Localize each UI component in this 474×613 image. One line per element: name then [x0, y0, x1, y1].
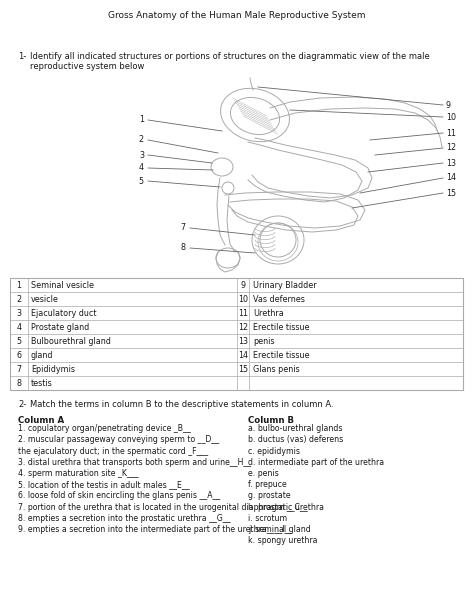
Text: 5. location of the testis in adult males __E__: 5. location of the testis in adult males… — [18, 480, 190, 489]
Text: 4: 4 — [17, 323, 21, 332]
Text: 7. portion of the urethra that is located in the urogenital diaphragm __C__: 7. portion of the urethra that is locate… — [18, 503, 308, 512]
Text: 13: 13 — [238, 337, 248, 346]
Text: 1: 1 — [17, 281, 21, 290]
Text: b. ductus (vas) deferens: b. ductus (vas) deferens — [248, 435, 343, 444]
Text: 14: 14 — [238, 351, 248, 360]
Text: Epididymis: Epididymis — [31, 365, 75, 374]
Text: Erectile tissue: Erectile tissue — [253, 323, 310, 332]
Text: Match the terms in column B to the descriptive statements in column A.: Match the terms in column B to the descr… — [30, 400, 334, 409]
Text: 13: 13 — [446, 159, 456, 167]
Text: i. scrotum: i. scrotum — [248, 514, 287, 523]
Text: Glans penis: Glans penis — [253, 365, 300, 374]
Text: 8. empties a secretion into the prostatic urethra __G__: 8. empties a secretion into the prostati… — [18, 514, 230, 523]
Text: 15: 15 — [446, 189, 456, 197]
Text: 8: 8 — [17, 379, 21, 388]
Text: Seminal vesicle: Seminal vesicle — [31, 281, 94, 290]
Text: Urethra: Urethra — [253, 309, 284, 318]
Text: Column B: Column B — [248, 416, 294, 425]
Text: 4: 4 — [139, 164, 144, 172]
Text: 10: 10 — [446, 113, 456, 121]
Text: 10: 10 — [238, 295, 248, 304]
Text: 1: 1 — [139, 115, 144, 124]
Text: 7: 7 — [17, 365, 21, 374]
Text: 8: 8 — [181, 243, 186, 253]
Text: a. bulbo-urethral glands: a. bulbo-urethral glands — [248, 424, 343, 433]
Text: 9: 9 — [240, 281, 246, 290]
Bar — [10, 278, 463, 390]
Text: Bulbourethral gland: Bulbourethral gland — [31, 337, 111, 346]
Text: 6: 6 — [17, 351, 21, 360]
Text: 2: 2 — [17, 295, 21, 304]
Text: 4. sperm maturation site _K___: 4. sperm maturation site _K___ — [18, 469, 138, 478]
Text: 7: 7 — [181, 224, 186, 232]
Text: 2: 2 — [139, 135, 144, 145]
Text: 2-: 2- — [18, 400, 26, 409]
Text: reproductive system below: reproductive system below — [30, 62, 145, 71]
Text: 6. loose fold of skin encircling the glans penis __A__: 6. loose fold of skin encircling the gla… — [18, 492, 220, 500]
Text: penis: penis — [253, 337, 274, 346]
Text: Identify all indicated structures or portions of structures on the diagrammatic : Identify all indicated structures or por… — [30, 52, 430, 61]
Text: 5: 5 — [139, 177, 144, 186]
Text: 1. copulatory organ/penetrating device _B__: 1. copulatory organ/penetrating device _… — [18, 424, 191, 433]
Text: 11: 11 — [238, 309, 248, 318]
Text: 12: 12 — [446, 143, 456, 153]
Text: j. seminal gland: j. seminal gland — [248, 525, 311, 534]
Text: 15: 15 — [238, 365, 248, 374]
Text: 3: 3 — [139, 151, 144, 159]
Text: h. prostatic urethra: h. prostatic urethra — [248, 503, 324, 512]
Text: Vas defernes: Vas defernes — [253, 295, 305, 304]
Text: Erectile tissue: Erectile tissue — [253, 351, 310, 360]
Text: f. prepuce: f. prepuce — [248, 480, 287, 489]
Text: 5: 5 — [17, 337, 21, 346]
Text: 11: 11 — [446, 129, 456, 137]
Text: gland: gland — [31, 351, 54, 360]
Text: c. epididymis: c. epididymis — [248, 447, 300, 455]
Text: Urinary Bladder: Urinary Bladder — [253, 281, 317, 290]
Text: 9: 9 — [446, 101, 451, 110]
Text: the ejaculatory duct; in the spermatic cord _F___: the ejaculatory duct; in the spermatic c… — [18, 447, 208, 455]
Text: Gross Anatomy of the Human Male Reproductive System: Gross Anatomy of the Human Male Reproduc… — [108, 11, 366, 20]
Text: d. intermediate part of the urethra: d. intermediate part of the urethra — [248, 458, 384, 467]
Text: testis: testis — [31, 379, 53, 388]
Text: e. penis: e. penis — [248, 469, 279, 478]
Text: vesicle: vesicle — [31, 295, 59, 304]
Text: Column A: Column A — [18, 416, 64, 425]
Text: 14: 14 — [446, 173, 456, 183]
Text: g. prostate: g. prostate — [248, 492, 291, 500]
Text: 9. empties a secretion into the intermediate part of the urethra____I__: 9. empties a secretion into the intermed… — [18, 525, 292, 534]
Text: 1-: 1- — [18, 52, 26, 61]
Text: 3: 3 — [17, 309, 21, 318]
Text: 2. muscular passageway conveying sperm to __D__: 2. muscular passageway conveying sperm t… — [18, 435, 219, 444]
Text: 3. distal urethra that transports both sperm and urine__H__: 3. distal urethra that transports both s… — [18, 458, 251, 467]
Text: Ejaculatory duct: Ejaculatory duct — [31, 309, 97, 318]
Text: k. spongy urethra: k. spongy urethra — [248, 536, 318, 545]
Text: 12: 12 — [238, 323, 248, 332]
Text: Prostate gland: Prostate gland — [31, 323, 89, 332]
